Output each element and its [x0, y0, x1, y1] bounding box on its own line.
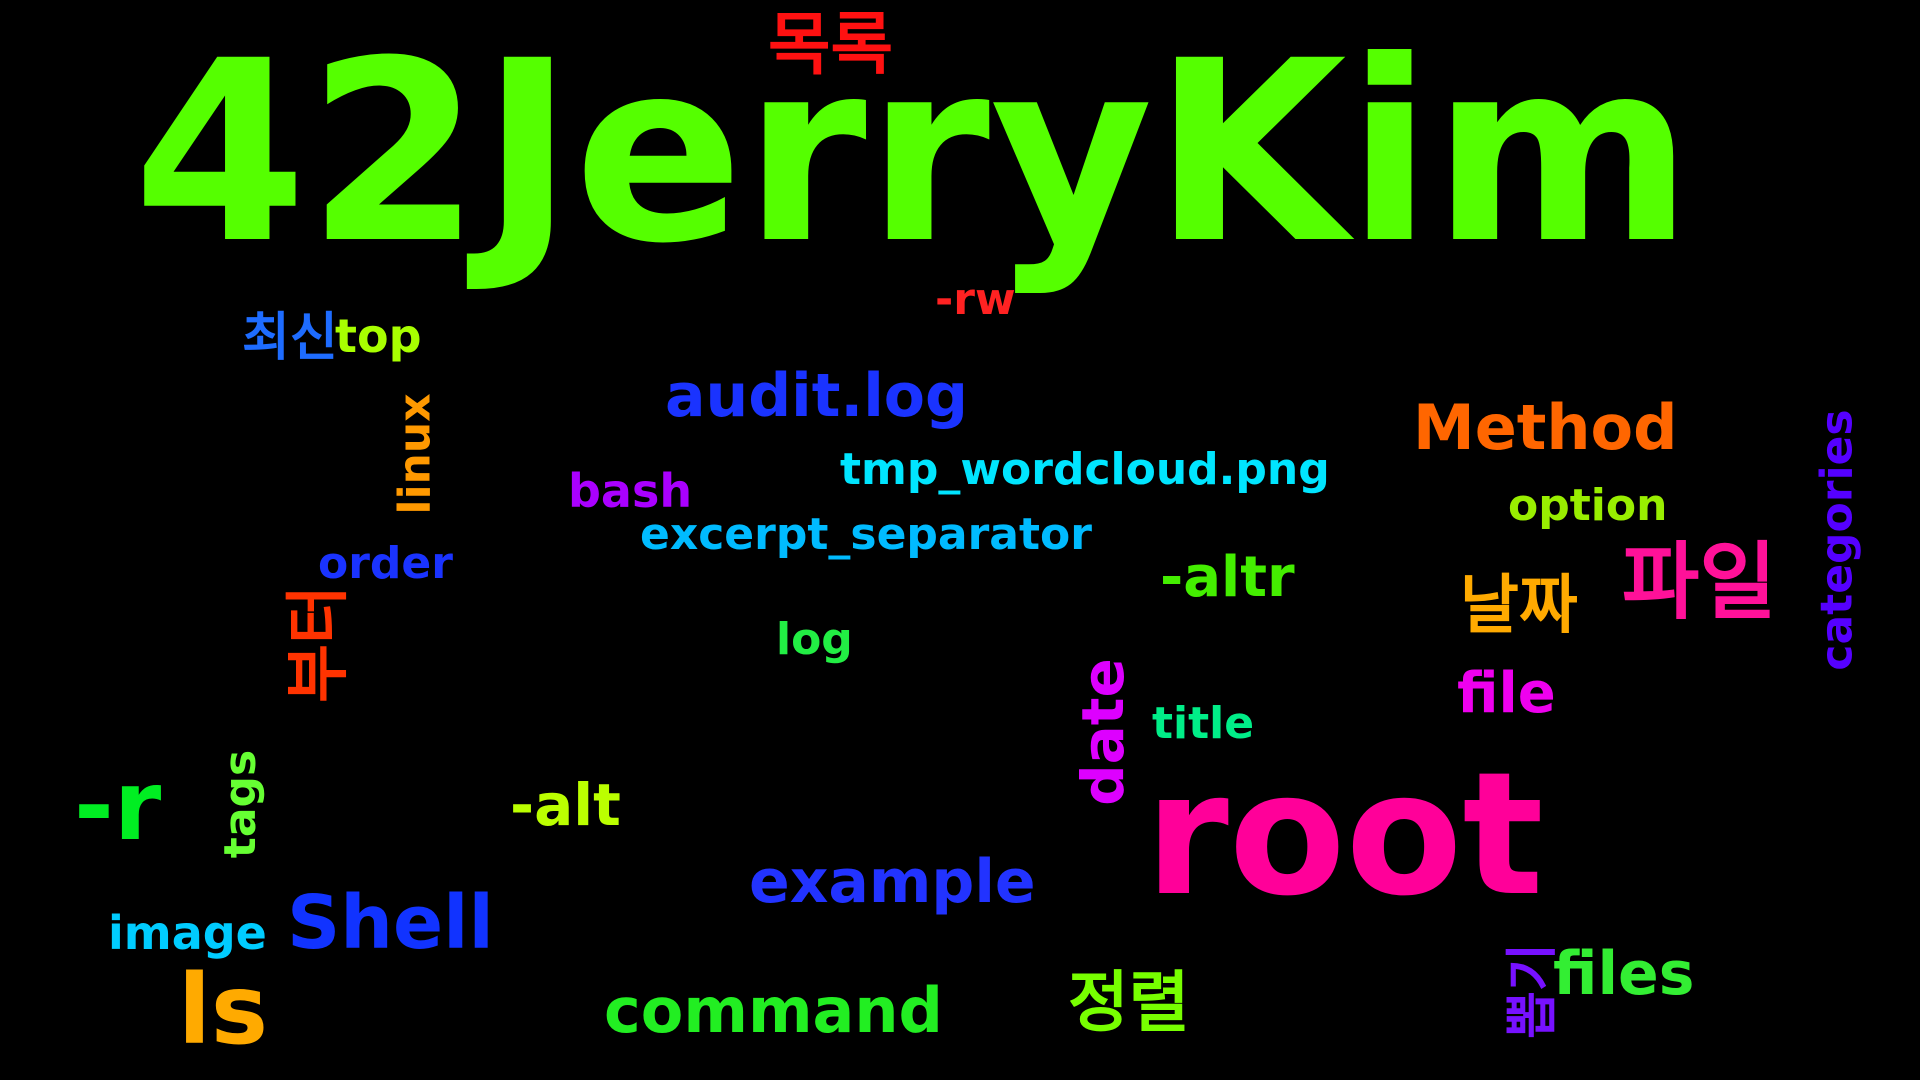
- word-pail: 파일: [1622, 533, 1777, 631]
- word-linux: linux: [389, 393, 441, 515]
- word-tmp-wordcloud-png: tmp_wordcloud.png: [840, 444, 1330, 495]
- word-r: -r: [74, 750, 162, 862]
- word-altr: -altr: [1160, 545, 1295, 610]
- word-shell: Shell: [287, 880, 494, 966]
- word-method: Method: [1413, 391, 1678, 464]
- word-title: title: [1152, 698, 1255, 749]
- word-root: root: [1145, 736, 1544, 934]
- word-alt: -alt: [510, 771, 621, 839]
- word-jeongryeol: 정렬: [1068, 964, 1190, 1041]
- word-categories: categories: [1811, 409, 1863, 671]
- word-choesin: 최신: [242, 308, 338, 368]
- word-tags: tags: [215, 749, 267, 859]
- word-order: order: [318, 538, 453, 589]
- word-audit-log: audit.log: [665, 361, 968, 431]
- word-buteo: 부터: [281, 585, 356, 703]
- word-ls: ls: [178, 954, 269, 1066]
- word-mokrok: 목록: [768, 6, 894, 85]
- word-42jerrykim: 42JerryKim: [133, 7, 1693, 298]
- word-naljja: 날짜: [1460, 569, 1578, 643]
- word-file: file: [1457, 661, 1556, 726]
- word-excerpt-separator: excerpt_separator: [640, 509, 1092, 560]
- word-log: log: [776, 614, 853, 665]
- word-date: date: [1068, 658, 1137, 806]
- word-option: option: [1508, 480, 1668, 531]
- word-rw: -rw: [935, 274, 1016, 325]
- word-example: example: [749, 847, 1036, 917]
- word-ppopgi: 뽑기: [1502, 943, 1563, 1039]
- word-files: files: [1553, 939, 1695, 1009]
- word-bash: bash: [568, 464, 693, 518]
- word-command: command: [604, 974, 943, 1047]
- word-top: top: [335, 309, 422, 363]
- word-image: image: [108, 906, 267, 960]
